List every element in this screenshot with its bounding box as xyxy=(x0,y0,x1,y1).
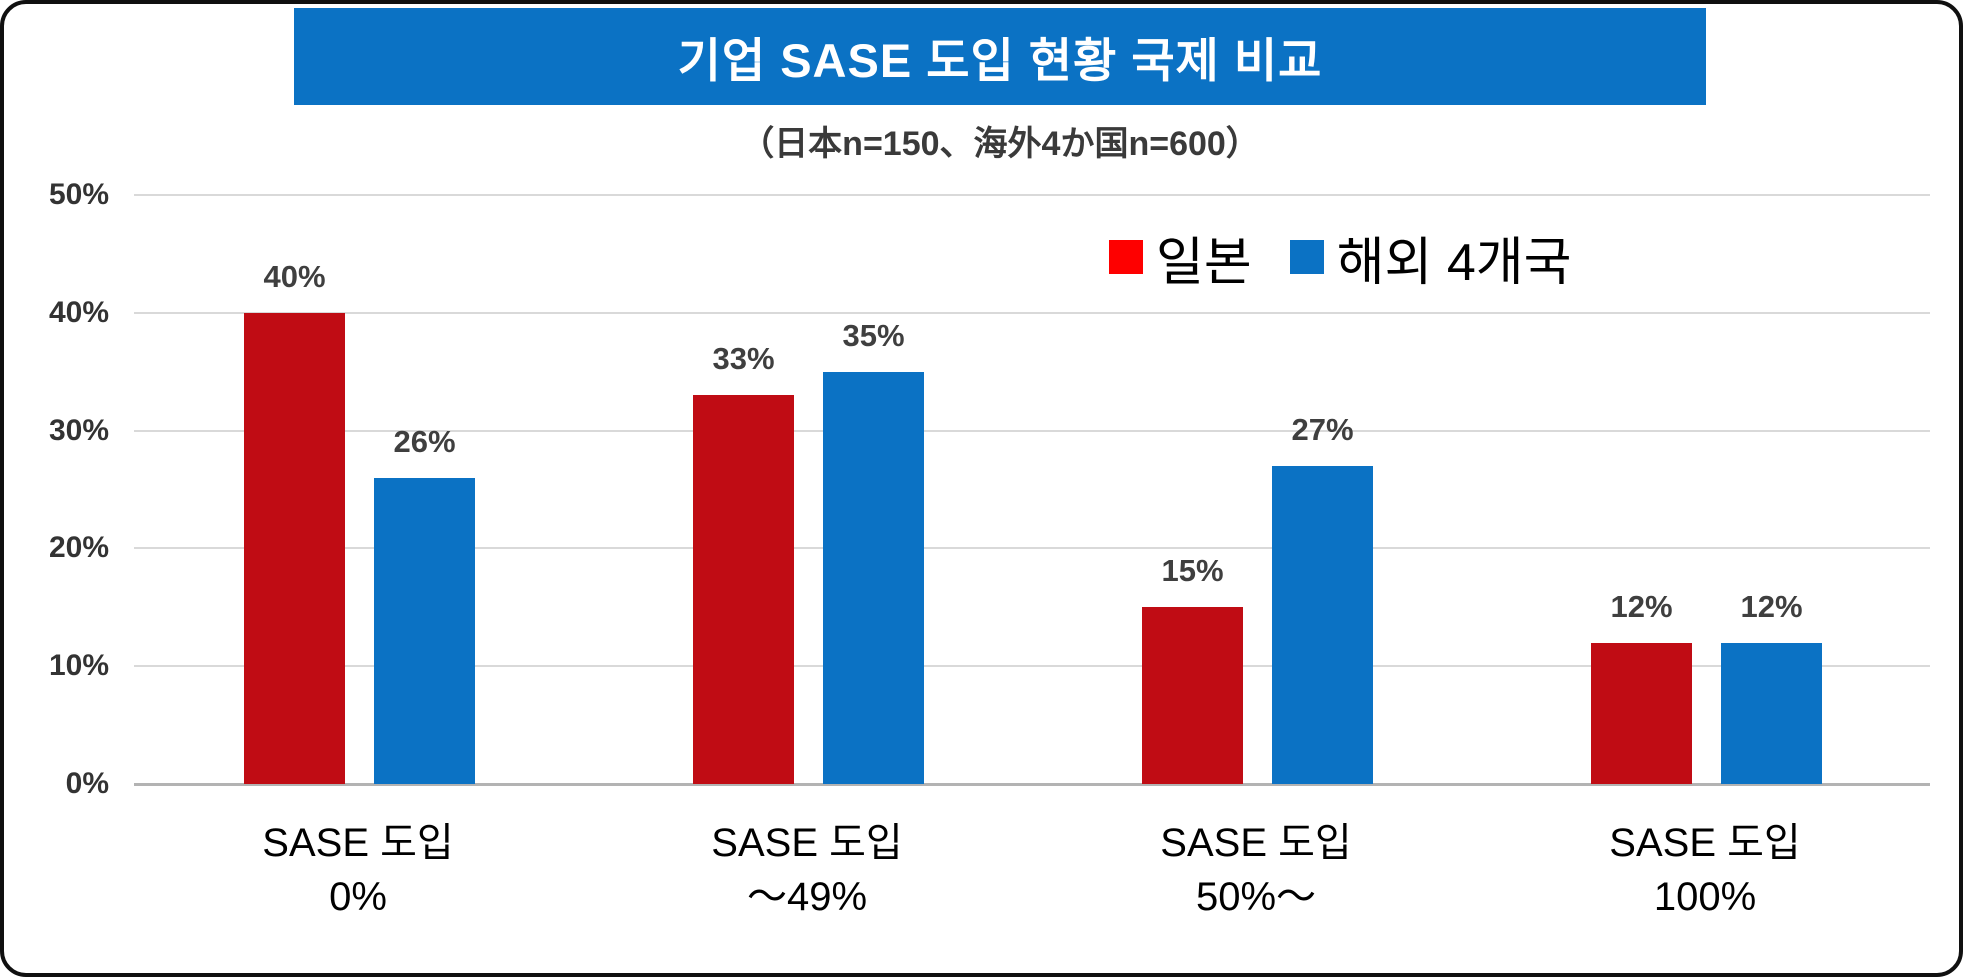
x-category-label-0: SASE 도입 0% xyxy=(262,821,454,919)
bar-series0-cat3 xyxy=(1591,642,1692,784)
bar-series1-cat0 xyxy=(374,477,475,784)
bar-value-label-series0-cat2: 15% xyxy=(1161,553,1224,589)
x-category-label-2: SASE 도입 50%～ xyxy=(1160,821,1352,919)
y-tick-label-30: 30% xyxy=(48,413,109,447)
bar-series1-cat1 xyxy=(823,371,924,784)
legend-swatch-overseas xyxy=(1289,240,1324,274)
bar-value-label-series0-cat0: 40% xyxy=(263,258,326,294)
bar-value-label-series1-cat2: 27% xyxy=(1291,411,1354,447)
gridline-40 xyxy=(134,311,1930,314)
gridline-30 xyxy=(134,429,1930,432)
gridline-50 xyxy=(134,194,1930,196)
gridline-10 xyxy=(134,665,1930,668)
x-category-label-3: SASE 도입 100% xyxy=(1609,821,1801,919)
bar-series1-cat3 xyxy=(1721,642,1822,784)
bar-series0-cat2 xyxy=(1142,607,1243,784)
y-tick-label-40: 40% xyxy=(48,295,109,329)
chart-title-bar: 기업 SASE 도입 현황 국제 비교 xyxy=(294,8,1706,105)
y-tick-label-10: 10% xyxy=(48,649,109,683)
legend-swatch-japan xyxy=(1109,240,1143,274)
bar-series0-cat0 xyxy=(244,312,345,784)
bar-value-label-series1-cat3: 12% xyxy=(1740,588,1803,624)
chart-subtitle: （日本n=150、海外4か国n=600） xyxy=(740,125,1260,163)
gridline-20 xyxy=(134,547,1930,550)
x-axis-line xyxy=(134,783,1930,786)
bar-series1-cat2 xyxy=(1272,465,1373,784)
legend: 일본 해외 4개국 xyxy=(1109,218,1571,296)
bar-value-label-series0-cat1: 33% xyxy=(712,341,775,377)
bar-value-label-series0-cat3: 12% xyxy=(1610,588,1673,624)
y-tick-label-50: 50% xyxy=(48,178,109,211)
bar-value-label-series1-cat0: 26% xyxy=(393,423,456,459)
y-tick-label-0: 0% xyxy=(65,767,109,800)
legend-item-overseas: 해외 4개국 xyxy=(1289,220,1572,295)
bar-series0-cat1 xyxy=(693,395,794,784)
legend-label-overseas: 해외 4개국 xyxy=(1336,233,1572,292)
y-tick-label-20: 20% xyxy=(48,531,109,565)
chart-title: 기업 SASE 도입 현황 국제 비교 xyxy=(677,34,1323,87)
bar-value-label-series1-cat1: 35% xyxy=(842,317,905,353)
x-category-label-1: SASE 도입 ～49% xyxy=(711,821,903,919)
legend-label-japan: 일본 xyxy=(1156,233,1252,292)
legend-item-japan: 일본 xyxy=(1109,220,1252,295)
